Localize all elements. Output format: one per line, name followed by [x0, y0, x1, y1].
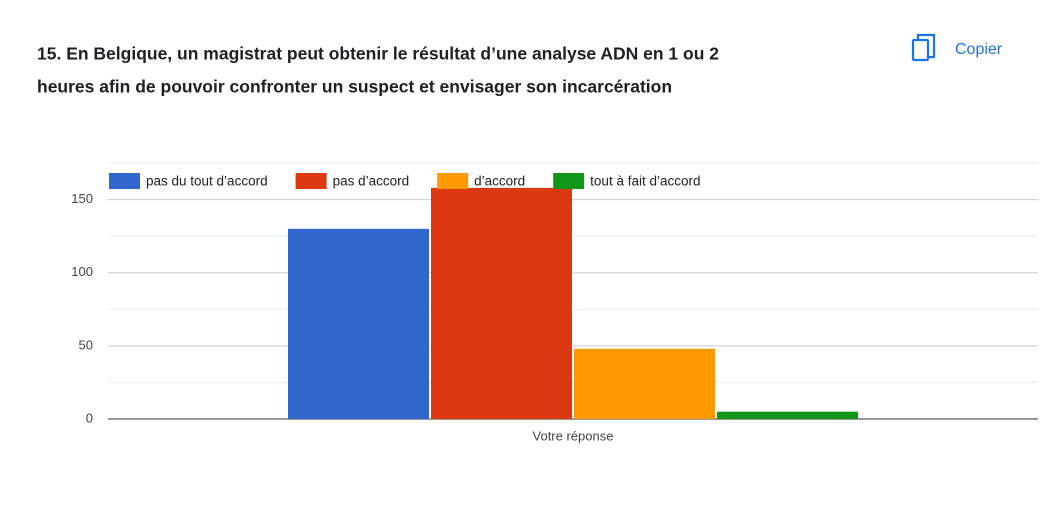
bar	[574, 348, 715, 419]
legend-label: d’accord	[474, 174, 525, 189]
bar	[288, 228, 429, 419]
y-tick-label: 0	[86, 410, 93, 425]
y-tick-label: 100	[71, 264, 93, 279]
x-tick-label: Votre réponse	[533, 428, 614, 443]
y-tick-label: 150	[71, 191, 93, 206]
question-title: 15. En Belgique, un magistrat peut obten…	[37, 44, 719, 64]
legend-swatch	[553, 173, 585, 189]
legend-swatch	[437, 173, 469, 189]
copy-label: Copier	[955, 41, 1003, 58]
copy-button[interactable]: Copier	[911, 33, 1003, 62]
bar	[431, 187, 572, 419]
legend-swatch	[295, 173, 327, 189]
copy-icon	[911, 38, 930, 62]
y-tick-label: 50	[79, 337, 93, 352]
question-title: heures afin de pouvoir confronter un sus…	[37, 77, 672, 97]
legend-label: tout à fait d’accord	[590, 174, 700, 189]
bar	[717, 411, 858, 419]
legend-label: pas d’accord	[333, 174, 410, 189]
legend-swatch	[109, 173, 140, 189]
legend-label: pas du tout d’accord	[146, 174, 268, 189]
copy-icon	[916, 33, 936, 59]
